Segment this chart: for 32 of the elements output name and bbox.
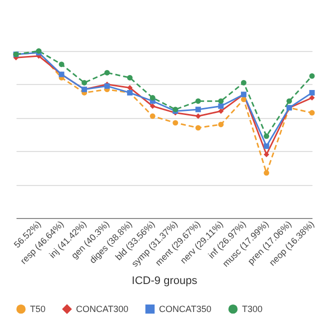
point	[309, 73, 315, 79]
x-axis-title: ICD-9 groups	[132, 274, 198, 287]
point	[82, 80, 88, 86]
point	[264, 152, 270, 158]
point	[195, 106, 201, 112]
point	[104, 70, 110, 76]
point	[264, 143, 270, 149]
point	[218, 103, 224, 109]
point	[240, 96, 246, 102]
point	[286, 98, 292, 104]
point	[264, 133, 270, 139]
legend-label: T300	[242, 304, 263, 314]
point	[58, 62, 64, 68]
point	[309, 90, 315, 96]
point	[150, 95, 156, 100]
point	[150, 113, 156, 119]
point	[309, 110, 315, 116]
point	[150, 103, 156, 109]
point	[127, 85, 133, 90]
point	[195, 125, 201, 131]
legend-label: T50	[30, 304, 46, 314]
legend-label: CONCAT300	[76, 304, 128, 314]
point	[218, 98, 224, 104]
point	[195, 113, 201, 119]
legend-label: CONCAT350	[159, 304, 212, 314]
point	[195, 98, 201, 104]
point	[218, 108, 224, 114]
point	[264, 170, 270, 176]
point	[240, 80, 246, 86]
point	[218, 122, 224, 128]
point	[172, 120, 178, 126]
point	[127, 74, 133, 80]
